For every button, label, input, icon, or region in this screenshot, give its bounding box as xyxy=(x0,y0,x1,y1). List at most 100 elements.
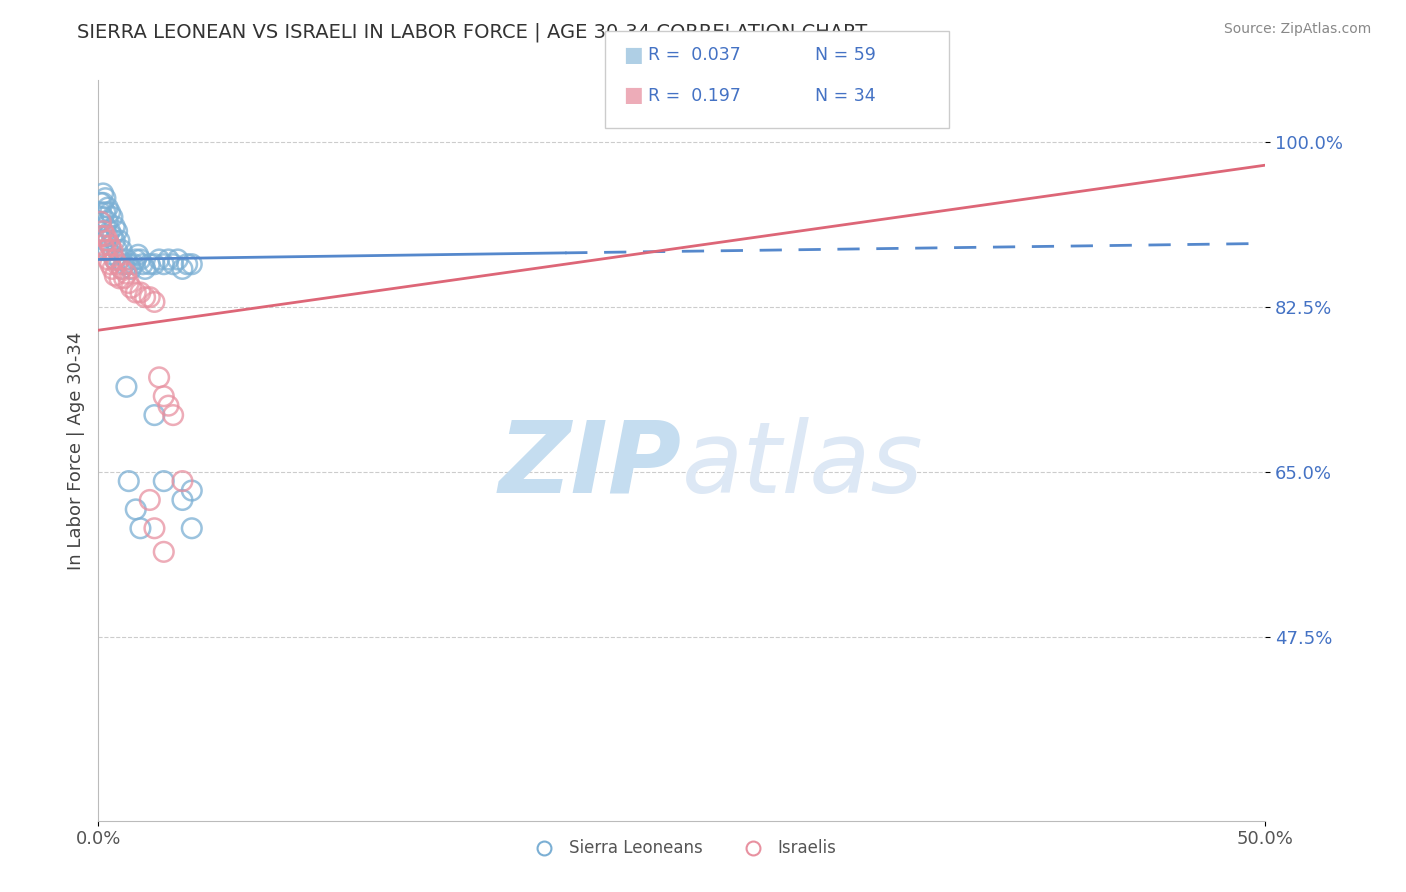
Point xyxy=(180,483,202,498)
Y-axis label: In Labor Force | Age 30-34: In Labor Force | Age 30-34 xyxy=(66,331,84,570)
Point xyxy=(162,257,184,271)
Point xyxy=(101,248,124,262)
Point xyxy=(90,215,112,229)
Point xyxy=(104,234,127,248)
Text: Source: ZipAtlas.com: Source: ZipAtlas.com xyxy=(1223,22,1371,37)
Point xyxy=(129,252,152,267)
Point xyxy=(118,474,141,488)
Point xyxy=(115,267,138,281)
Point xyxy=(129,521,152,535)
Point xyxy=(111,261,134,276)
Point xyxy=(98,257,121,271)
Point xyxy=(143,257,166,271)
Point xyxy=(91,224,114,238)
Point xyxy=(157,252,180,267)
Point xyxy=(143,408,166,422)
Point xyxy=(97,234,120,248)
Point xyxy=(104,252,127,267)
Point xyxy=(108,234,131,248)
Point xyxy=(90,195,112,210)
Text: R =  0.037: R = 0.037 xyxy=(648,46,741,64)
Point xyxy=(172,474,194,488)
Point xyxy=(148,370,170,384)
Point xyxy=(118,257,141,271)
Point xyxy=(98,238,121,252)
Point xyxy=(125,252,148,267)
Point xyxy=(97,243,120,257)
Point xyxy=(139,257,162,271)
Point xyxy=(108,252,131,267)
Point xyxy=(152,389,174,403)
Point xyxy=(180,521,202,535)
Point xyxy=(94,219,117,234)
Point xyxy=(94,243,117,257)
Point xyxy=(111,261,134,276)
Point xyxy=(105,257,128,271)
Point xyxy=(90,228,112,243)
Point xyxy=(129,285,152,300)
Text: N = 59: N = 59 xyxy=(815,46,876,64)
Point xyxy=(90,215,112,229)
Point xyxy=(127,248,149,262)
Point xyxy=(104,268,127,283)
Text: ■: ■ xyxy=(623,45,643,64)
Point xyxy=(180,257,202,271)
Point xyxy=(112,271,135,285)
Point xyxy=(115,380,138,394)
Point xyxy=(125,285,148,300)
Point xyxy=(172,493,194,508)
Point xyxy=(125,502,148,516)
Point xyxy=(97,228,120,243)
Point xyxy=(104,252,127,267)
Point xyxy=(98,224,121,238)
Point xyxy=(101,261,124,276)
Point xyxy=(104,219,127,234)
Point xyxy=(91,195,114,210)
Point xyxy=(162,408,184,422)
Point xyxy=(98,205,121,219)
Point xyxy=(115,252,138,267)
Point xyxy=(139,493,162,508)
Point xyxy=(90,205,112,219)
Point xyxy=(94,205,117,219)
Point xyxy=(111,243,134,257)
Point xyxy=(122,257,145,271)
Point xyxy=(94,228,117,243)
Point xyxy=(143,294,166,309)
Point xyxy=(91,210,114,224)
Point xyxy=(134,290,156,304)
Point xyxy=(152,474,174,488)
Point xyxy=(101,243,124,257)
Point xyxy=(172,261,194,276)
Text: atlas: atlas xyxy=(682,417,924,514)
Legend: Sierra Leoneans, Israelis: Sierra Leoneans, Israelis xyxy=(520,833,844,864)
Point xyxy=(94,234,117,248)
Point xyxy=(97,252,120,267)
Point xyxy=(105,243,128,257)
Point xyxy=(148,252,170,267)
Point xyxy=(132,257,155,271)
Point xyxy=(98,238,121,252)
Text: SIERRA LEONEAN VS ISRAELI IN LABOR FORCE | AGE 30-34 CORRELATION CHART: SIERRA LEONEAN VS ISRAELI IN LABOR FORCE… xyxy=(77,22,868,42)
Point xyxy=(94,191,117,205)
Point xyxy=(91,228,114,243)
Point xyxy=(112,257,135,271)
Point xyxy=(139,290,162,304)
Point xyxy=(152,545,174,559)
Point xyxy=(105,224,128,238)
Point xyxy=(101,228,124,243)
Point xyxy=(101,210,124,224)
Point xyxy=(166,252,188,267)
Point xyxy=(97,201,120,215)
Point xyxy=(91,238,114,252)
Point xyxy=(157,399,180,413)
Point xyxy=(134,261,156,276)
Text: N = 34: N = 34 xyxy=(815,87,876,104)
Point xyxy=(143,521,166,535)
Text: R =  0.197: R = 0.197 xyxy=(648,87,741,104)
Point xyxy=(108,271,131,285)
Point xyxy=(91,186,114,201)
Point xyxy=(120,281,142,295)
Point xyxy=(152,257,174,271)
Point xyxy=(118,276,141,290)
